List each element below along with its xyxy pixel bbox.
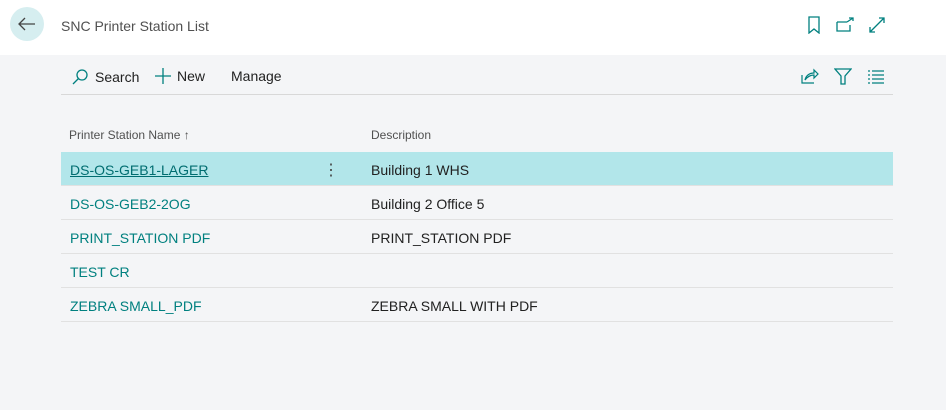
table-row[interactable]: ZEBRA SMALL_PDF ZEBRA SMALL WITH PDF [61, 288, 893, 322]
table-row[interactable]: DS-OS-GEB2-2OG Building 2 Office 5 [61, 186, 893, 220]
back-button[interactable] [10, 7, 44, 41]
row-actions-icon[interactable]: ⋮ [323, 162, 339, 179]
search-button[interactable]: Search [71, 68, 139, 86]
filter-icon[interactable] [834, 67, 852, 85]
printer-station-name-link[interactable]: ZEBRA SMALL_PDF [70, 298, 202, 314]
column-header-description[interactable]: Description [371, 128, 432, 142]
new-button[interactable]: New [155, 68, 205, 84]
column-header-name[interactable]: Printer Station Name ↑ [69, 128, 190, 142]
description-cell: Building 2 Office 5 [371, 196, 485, 212]
description-cell: Building 1 WHS [371, 162, 470, 178]
page-title: SNC Printer Station List [61, 18, 209, 34]
printer-station-name-link[interactable]: TEST CR [70, 264, 130, 280]
table-row[interactable]: TEST CR [61, 254, 893, 288]
description-cell: PRINT_STATION PDF [371, 230, 512, 246]
bookmark-icon[interactable] [805, 16, 823, 34]
table-row[interactable]: PRINT_STATION PDF PRINT_STATION PDF [61, 220, 893, 254]
new-label: New [177, 68, 206, 84]
page-header: SNC Printer Station List [0, 0, 946, 55]
action-bar: Search New Manage [61, 60, 893, 95]
list-view-icon[interactable] [867, 67, 885, 85]
arrow-left-icon [18, 17, 35, 31]
manage-label: Manage [231, 68, 282, 84]
sort-ascending-icon: ↑ [183, 128, 190, 142]
expand-icon[interactable] [868, 16, 886, 34]
open-new-window-icon[interactable] [836, 16, 854, 34]
plus-icon [155, 68, 171, 84]
printer-station-name-link[interactable]: DS-OS-GEB1-LAGER [70, 162, 209, 178]
description-cell: ZEBRA SMALL WITH PDF [371, 298, 538, 314]
search-label: Search [95, 69, 140, 85]
search-icon [72, 69, 88, 85]
printer-station-name-link[interactable]: DS-OS-GEB2-2OG [70, 196, 191, 212]
printer-station-name-link[interactable]: PRINT_STATION PDF [70, 230, 211, 246]
table-row[interactable]: DS-OS-GEB1-LAGER ⋮ Building 1 WHS [61, 152, 893, 186]
share-icon[interactable] [801, 67, 819, 85]
column-header-name-label: Printer Station Name [69, 128, 181, 142]
manage-button[interactable]: Manage [231, 68, 282, 84]
